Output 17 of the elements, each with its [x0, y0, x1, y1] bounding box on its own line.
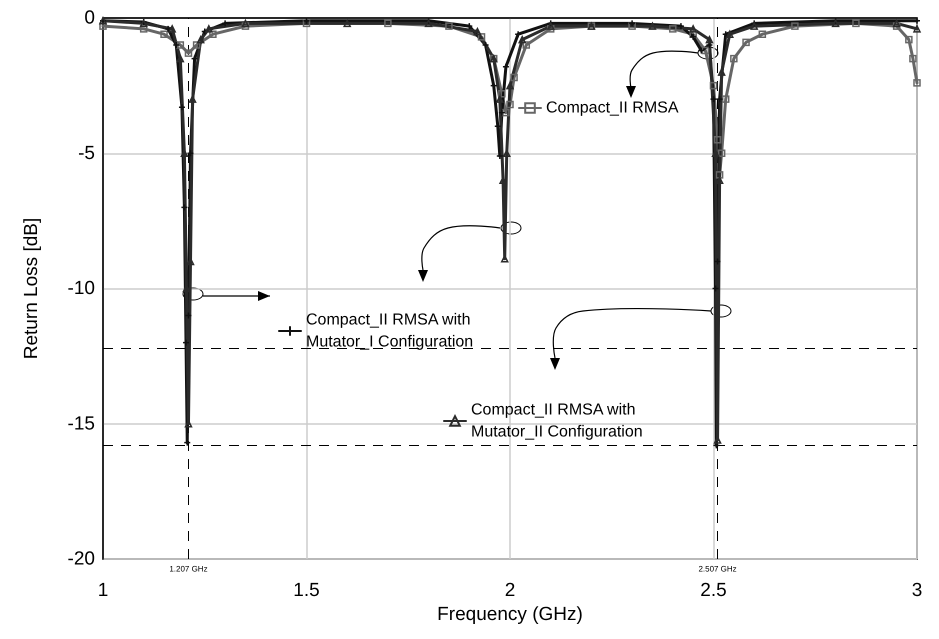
legend-label: Compact_II RMSA with Mutator_I Configuration — [306, 312, 475, 350]
x-axis-title: Frequency (GHz) — [437, 604, 583, 625]
y-tick-label: 0 — [84, 8, 95, 28]
x-tick-label: 1.5 — [293, 580, 320, 601]
legend-label: Compact_II RMSA with Mutator_II Configuration — [471, 402, 643, 440]
y-tick-label: -20 — [68, 548, 95, 570]
y-tick-label: -10 — [68, 278, 95, 299]
x-tick-label: 1 — [98, 580, 108, 601]
x-tick-label: 3 — [912, 580, 922, 601]
legend-label: Compact_II RMSA — [546, 100, 679, 116]
ref-line-label: 1.207 GHz — [169, 564, 208, 574]
ref-line-label: 2.507 GHz — [698, 564, 737, 574]
y-tick-label: -15 — [68, 413, 95, 434]
y-tick-label: -5 — [78, 142, 95, 164]
x-tick-label: 2.5 — [700, 580, 727, 601]
x-tick-label: 2 — [504, 580, 516, 601]
y-axis-title: Return Loss [dB] — [21, 218, 42, 360]
